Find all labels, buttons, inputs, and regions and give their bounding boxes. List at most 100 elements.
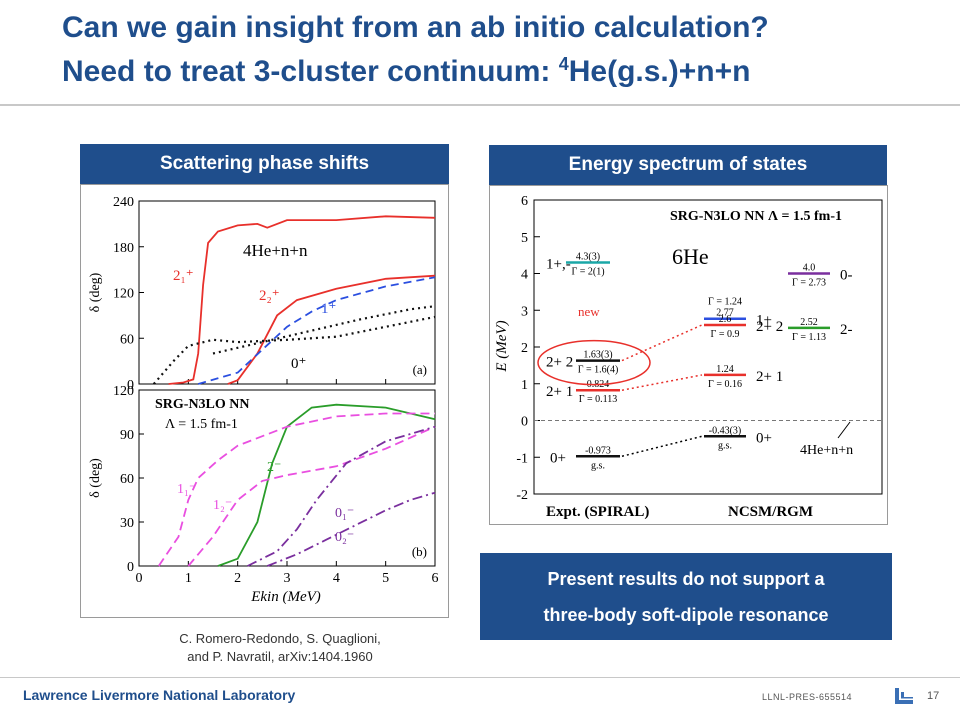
y-tick-label: 2 bbox=[521, 341, 528, 356]
title-divider bbox=[0, 104, 960, 106]
ncsm-0-level-top: -0.43(3) bbox=[709, 425, 742, 436]
expt-2-1-state-label: 2+ 1 bbox=[546, 384, 573, 400]
spectrum-frame bbox=[489, 185, 888, 525]
page-number: 17 bbox=[927, 690, 940, 702]
ncsm-2-minus-level-bottom: Γ = 1.13 bbox=[792, 332, 826, 343]
ncsm-2-minus-state-label: 2- bbox=[840, 322, 853, 338]
citation: C. Romero-Redondo, S. Quaglioni, and P. … bbox=[130, 630, 430, 666]
y-tick-label: 180 bbox=[113, 241, 134, 256]
label-1-2-minus: 1₂⁻ bbox=[213, 498, 232, 513]
x-tick-label: 6 bbox=[432, 571, 439, 586]
title-line-1: Can we gain insight from an ab initio ca… bbox=[62, 11, 769, 44]
ncsm-0-level-bottom: g.s. bbox=[718, 440, 732, 451]
label-1-1-minus: 1₁⁻ bbox=[177, 482, 196, 497]
expt-2-1-level-bottom: Γ = 0.113 bbox=[579, 394, 618, 405]
series-line-1+ bbox=[197, 276, 436, 385]
y-tick-label: 60 bbox=[120, 472, 134, 487]
panel-label: (b) bbox=[412, 544, 427, 559]
expt-0-level-top: -0.973 bbox=[585, 445, 611, 456]
y-tick-label: 4 bbox=[521, 268, 528, 283]
y-tick-label: -1 bbox=[516, 451, 528, 466]
series-line-1_2- bbox=[187, 425, 436, 567]
annotation-interaction: SRG-N3LO NN bbox=[155, 397, 250, 412]
series-line-2_2+ bbox=[227, 274, 436, 385]
citation-line-2: and P. Navratil, arXiv:1404.1960 bbox=[187, 649, 373, 664]
ncsm-2-2-level-top: 2.6 bbox=[719, 314, 732, 325]
x-tick-label: 4 bbox=[333, 571, 340, 586]
citation-line-1: C. Romero-Redondo, S. Quaglioni, bbox=[179, 631, 381, 646]
expt-1-level-top: 4.3(3) bbox=[576, 251, 600, 262]
threshold-label: 4He+n+n bbox=[800, 443, 853, 458]
annotation-reaction: 4He+n+n bbox=[243, 241, 308, 260]
x-tick-label: 1 bbox=[185, 571, 192, 586]
series-line-2_1+ bbox=[168, 215, 436, 385]
panel-label: (a) bbox=[413, 362, 427, 377]
expt-1-state-label: 1+,- bbox=[546, 256, 571, 272]
x-tick-label: 0 bbox=[136, 571, 143, 586]
ncsm-1-level-mid: 2.77 bbox=[716, 308, 734, 319]
title-line-2: Need to treat 3-cluster continuum: 4He(g… bbox=[62, 54, 751, 88]
phase-shift-frame bbox=[80, 184, 449, 618]
ncsm-1-level-top: Γ = 1.24 bbox=[708, 297, 742, 308]
y-tick-label: 0 bbox=[127, 378, 134, 393]
plot-frame-1 bbox=[138, 200, 436, 385]
ncsm-0-state-label: 0+ bbox=[756, 430, 772, 446]
y-tick-label: -2 bbox=[516, 488, 528, 503]
ncsm-label: NCSM/RGM bbox=[728, 504, 813, 520]
ncsm-1-state-label: 1+ bbox=[756, 313, 772, 329]
label-2-1-plus: 2₁⁺ bbox=[173, 268, 194, 284]
footer-lab-name: Lawrence Livermore National Laboratory bbox=[23, 687, 296, 703]
expt-2-2-state-label: 2+ 2 bbox=[546, 355, 573, 371]
expt-0-level-bottom: g.s. bbox=[591, 460, 605, 471]
label-2-2-plus: 2₂⁺ bbox=[259, 288, 280, 304]
y-axis-label: E (MeV) bbox=[494, 320, 510, 372]
spectrum-title: SRG-N3LO NN Λ = 1.5 fm-1 bbox=[670, 209, 842, 224]
threshold-arrow bbox=[837, 421, 851, 439]
conclusion-line-1: Present results do not support a bbox=[547, 569, 825, 589]
spectrum-heading: Energy spectrum of states bbox=[489, 145, 887, 185]
series-line-0_1- bbox=[247, 425, 436, 567]
x-axis-label: Ekin (MeV) bbox=[250, 589, 321, 605]
ncsm-2-minus-level-top: 2.52 bbox=[800, 317, 818, 328]
y-tick-label: 90 bbox=[120, 428, 134, 443]
conclusion-line-2: three-body soft-dipole resonance bbox=[543, 605, 829, 625]
series-line-0+ bbox=[152, 315, 436, 385]
expt-2-2-level-top: 1.63(3) bbox=[583, 350, 612, 361]
y-tick-label: 6 bbox=[521, 194, 528, 209]
ncsm-2-2-state-label: 2+ 2 bbox=[756, 319, 783, 335]
y-tick-label: 30 bbox=[120, 516, 134, 531]
new-state-ellipse bbox=[537, 339, 651, 386]
nucleus-label: 6He bbox=[672, 244, 709, 269]
label-0-1-minus: 0₁⁻ bbox=[335, 506, 354, 521]
energy-spectrum-chart: 6 5 4 3 2 1 0 -1 -2 E (MeV) SRG-N3LO NN Λ = 1.5 fm… bbox=[494, 194, 883, 520]
expt-1-level-bottom: Γ = 2(1) bbox=[571, 266, 604, 277]
slide-title: Can we gain insight from an ab initio ca… bbox=[62, 10, 942, 90]
y-tick-label: 1 bbox=[521, 378, 528, 393]
llnl-logo-icon bbox=[895, 688, 913, 704]
ncsm-2-1-level-bottom: Γ = 0.16 bbox=[708, 379, 742, 390]
footer-doc-id: LLNL-PRES-655514 bbox=[762, 692, 853, 702]
conclusion-box: Present results do not support a three-b… bbox=[480, 553, 892, 640]
y-axis-label: δ (deg) bbox=[88, 272, 103, 312]
series-line-1_1- bbox=[157, 412, 435, 567]
y-tick-label: 0 bbox=[521, 415, 528, 430]
ncsm-0-minus-state-label: 0- bbox=[840, 268, 853, 284]
expt-2-2-level-bottom: Γ = 1.6(4) bbox=[578, 365, 619, 376]
label-1-plus: 1⁺ bbox=[321, 301, 336, 317]
footer-divider bbox=[0, 677, 960, 678]
phase-shift-heading: Scattering phase shifts bbox=[80, 144, 449, 184]
y-tick-label: 240 bbox=[113, 195, 134, 210]
x-tick-label: 2 bbox=[234, 571, 241, 586]
label-0-2-minus: 0₂⁻ bbox=[335, 530, 354, 545]
x-tick-label: 5 bbox=[382, 571, 389, 586]
connector-2-2 bbox=[621, 324, 703, 362]
annotation-cutoff: Λ = 1.5 fm-1 bbox=[165, 417, 238, 432]
label-2-minus: 2⁻ bbox=[267, 460, 281, 475]
expt-0-state-label: 0+ bbox=[550, 450, 566, 466]
series-line-upper dotted bbox=[212, 305, 436, 355]
y-tick-label: 120 bbox=[113, 287, 134, 302]
y-tick-label: 5 bbox=[521, 231, 528, 246]
connector-0 bbox=[621, 435, 703, 457]
connector-2-1 bbox=[621, 374, 703, 391]
